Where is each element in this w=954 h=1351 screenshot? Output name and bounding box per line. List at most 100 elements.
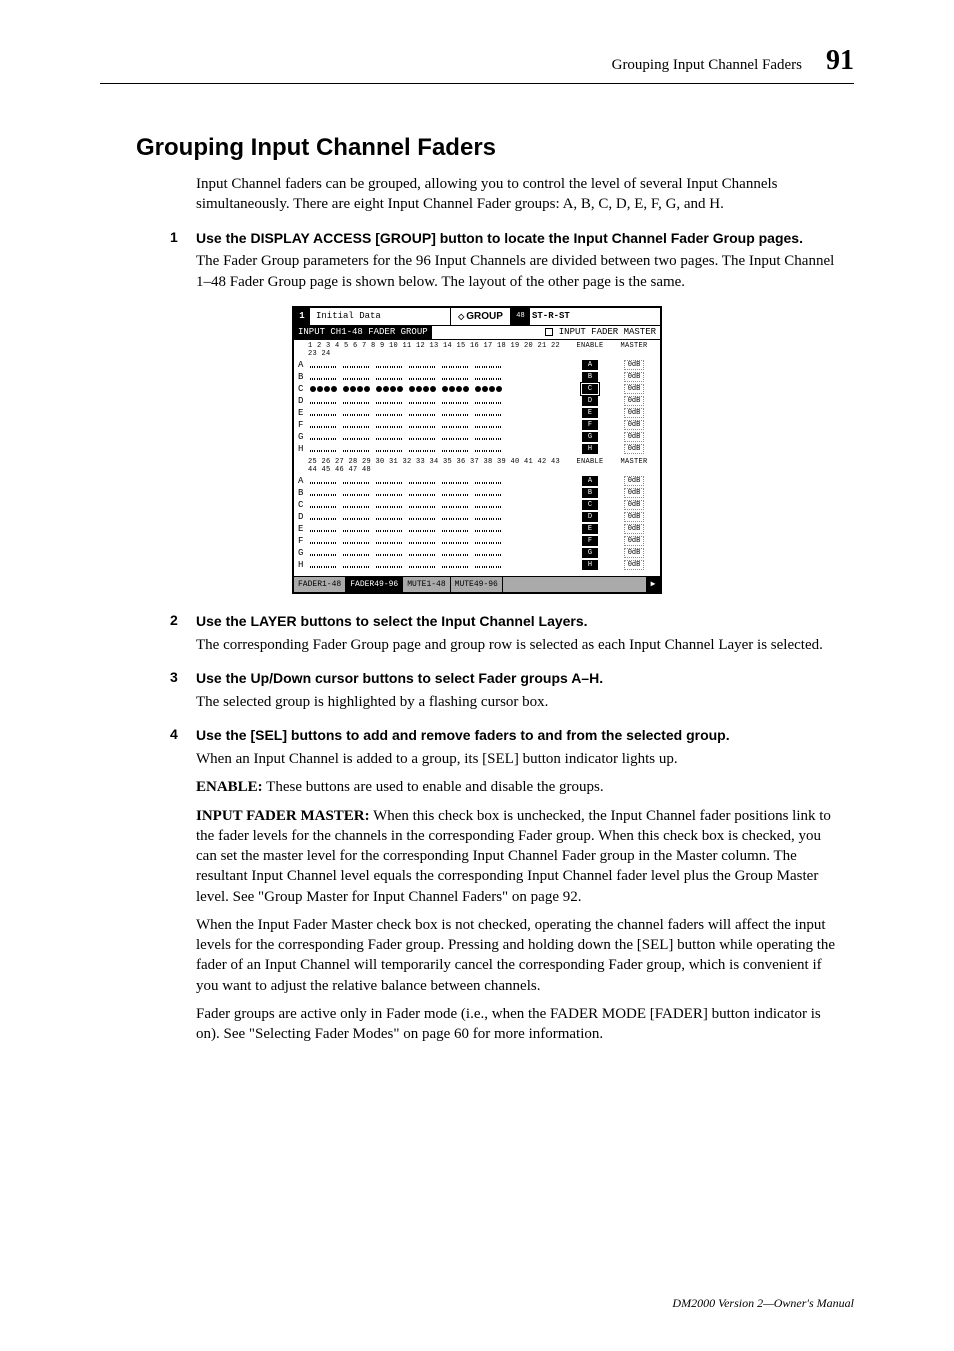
lcd-channel-dot	[430, 386, 436, 392]
lcd-channel-dot	[456, 554, 462, 556]
lcd-channel-dot	[449, 414, 455, 416]
lcd-master-value[interactable]: 0dB	[624, 476, 645, 486]
lcd-channel-dot	[409, 426, 415, 428]
lcd-channel-dot	[449, 402, 455, 404]
lcd-channel-dot	[416, 506, 422, 508]
lcd-master-value[interactable]: 0dB	[624, 488, 645, 498]
lcd-screenshot: 1 Initial Data GROUP 48 ST-R-ST INPUT CH…	[100, 306, 854, 594]
lcd-channel-dot	[475, 378, 481, 380]
lcd-master-value[interactable]: 0dB	[624, 408, 645, 418]
lcd-channel-dot	[496, 402, 502, 404]
lcd-channel-dot	[310, 542, 316, 544]
lcd-channel-dot	[397, 366, 403, 368]
lcd-enable-button[interactable]: A	[582, 476, 598, 486]
lcd-channel-dot	[324, 530, 330, 532]
lcd-enable-button[interactable]: H	[582, 560, 598, 570]
lcd-channel-dot	[364, 426, 370, 428]
lcd-channel-dot	[449, 450, 455, 452]
lcd-enable-button[interactable]: B	[582, 372, 598, 382]
lcd-channel-dot	[449, 530, 455, 532]
lcd-channel-dot	[489, 386, 495, 392]
lcd-channel-dot	[331, 426, 337, 428]
lcd-enable-button[interactable]: G	[582, 432, 598, 442]
lcd-master-value[interactable]: 0dB	[624, 536, 645, 546]
lcd-master-value[interactable]: 0dB	[624, 384, 645, 394]
lcd-channel-dot	[496, 366, 502, 368]
lcd-channel-dot	[324, 366, 330, 368]
step-heading: Use the [SEL] buttons to add and remove …	[196, 726, 730, 745]
lcd-master-value[interactable]: 0dB	[624, 420, 645, 430]
lcd-tab[interactable]: MUTE49-96	[451, 577, 503, 592]
lcd-master-value[interactable]: 0dB	[624, 432, 645, 442]
lcd-channel-dot	[343, 566, 349, 568]
lcd-channel-dot	[383, 482, 389, 484]
lcd-master-value[interactable]: 0dB	[624, 500, 645, 510]
lcd-channel-dot	[364, 542, 370, 544]
lcd-channel-dot	[350, 402, 356, 404]
lcd-channel-dot	[324, 414, 330, 416]
lcd-channel-dot	[357, 530, 363, 532]
lcd-channel-dot	[331, 482, 337, 484]
lcd-enable-button[interactable]: E	[582, 524, 598, 534]
lcd-channel-dot	[482, 450, 488, 452]
lcd-master-value[interactable]: 0dB	[624, 524, 645, 534]
lcd-enable-button[interactable]: E	[582, 408, 598, 418]
lcd-channel-dot	[496, 530, 502, 532]
lcd-tab[interactable]: MUTE1-48	[403, 577, 450, 592]
lcd-channel-dot	[456, 366, 462, 368]
lcd-channel-dot	[364, 386, 370, 392]
lcd-enable-button[interactable]: D	[582, 512, 598, 522]
lcd-master-value[interactable]: 0dB	[624, 396, 645, 406]
lcd-channel-dot	[456, 530, 462, 532]
lcd-enable-button[interactable]: F	[582, 536, 598, 546]
lcd-channel-dot	[350, 482, 356, 484]
lcd-enable-button[interactable]: A	[582, 360, 598, 370]
lcd-channel-dot	[397, 494, 403, 496]
lcd-channel-dot	[475, 530, 481, 532]
intro-paragraph: Input Channel faders can be grouped, all…	[196, 174, 844, 215]
lcd-enable-cell: D	[568, 512, 612, 522]
lcd-channel-dot	[324, 482, 330, 484]
lcd-enable-button[interactable]: G	[582, 548, 598, 558]
lcd-enable-button[interactable]: D	[582, 396, 598, 406]
lcd-channel-dot	[331, 366, 337, 368]
lcd-channel-dot	[430, 378, 436, 380]
lcd-channel-dot	[489, 426, 495, 428]
lcd-master-value[interactable]: 0dB	[624, 360, 645, 370]
lcd-channel-dot	[310, 554, 316, 556]
lcd-channel-dot	[317, 518, 323, 520]
lcd-enable-button[interactable]: C	[582, 500, 598, 510]
lcd-master-value[interactable]: 0dB	[624, 444, 645, 454]
lcd-channel-dot	[409, 518, 415, 520]
lcd-nav-right[interactable]: ▶	[646, 577, 660, 592]
lcd-channel-dot	[343, 378, 349, 380]
lcd-channel-dot	[430, 566, 436, 568]
lcd-enable-button[interactable]: B	[582, 488, 598, 498]
lcd-row-label: H	[298, 560, 308, 570]
lcd-group-row: HH0dB	[298, 444, 656, 455]
lcd-scene-num: 1	[294, 308, 310, 325]
lcd-channel-dot	[357, 386, 363, 392]
lcd-master-value[interactable]: 0dB	[624, 560, 645, 570]
lcd-channel-dot	[416, 378, 422, 380]
lcd-master-value[interactable]: 0dB	[624, 372, 645, 382]
lcd-channel-dot	[357, 366, 363, 368]
lcd-enable-button[interactable]: H	[582, 444, 598, 454]
lcd-channel-dot	[343, 542, 349, 544]
lcd-enable-button[interactable]: C	[582, 384, 598, 394]
lcd-tab[interactable]: FADER1-48	[294, 577, 346, 592]
lcd-master-value[interactable]: 0dB	[624, 512, 645, 522]
lcd-channel-dot	[317, 402, 323, 404]
lcd-tab[interactable]: FADER49-96	[346, 577, 403, 592]
lcd-channel-dot	[383, 450, 389, 452]
step-3-para: The selected group is highlighted by a f…	[196, 692, 844, 712]
lcd-tabs: FADER1-48FADER49-96MUTE1-48MUTE49-96 ▶	[294, 576, 660, 592]
lcd-channel-dot	[423, 506, 429, 508]
checkbox-icon	[545, 328, 553, 336]
lcd-channel-dot	[409, 414, 415, 416]
lcd-channel-dot	[475, 482, 481, 484]
lcd-page-title: GROUP	[450, 308, 510, 325]
lcd-channel-dot	[489, 482, 495, 484]
lcd-enable-button[interactable]: F	[582, 420, 598, 430]
lcd-master-value[interactable]: 0dB	[624, 548, 645, 558]
